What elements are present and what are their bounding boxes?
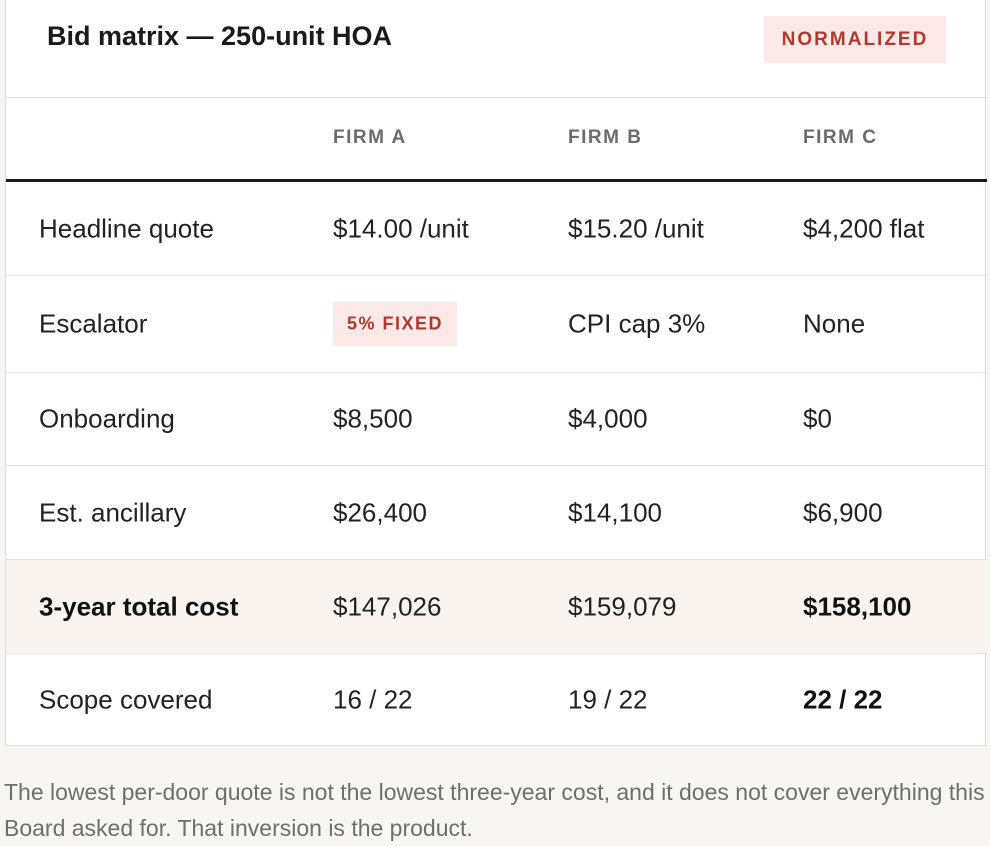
cell-firm-a: $14.00 /unit — [333, 213, 469, 243]
column-header-firm-b: FIRM B — [568, 127, 643, 148]
cell-firm-a: 16 / 22 — [333, 684, 413, 715]
cell-firm-a: $147,026 — [333, 591, 442, 621]
table-row-3-year-total: 3-year total cost $147,026 $159,079 $158… — [6, 560, 987, 654]
cell-firm-b: $159,079 — [568, 591, 677, 621]
bid-matrix-card: Bid matrix — 250-unit HOA NORMALIZED FIR… — [5, 0, 987, 746]
cell-firm-b: $15.20 /unit — [568, 213, 704, 243]
table-row-escalator: Escalator 5% FIXED CPI cap 3% None — [6, 276, 987, 373]
row-label: Headline quote — [39, 213, 214, 243]
cell-firm-b: CPI cap 3% — [568, 308, 706, 339]
cell-firm-a: 5% FIXED — [333, 301, 458, 347]
card-title: Bid matrix — 250-unit HOA — [47, 21, 393, 51]
caption-text: The lowest per-door quote is not the low… — [4, 779, 985, 841]
cell-firm-b: $14,100 — [568, 497, 662, 527]
table-row-onboarding: Onboarding $8,500 $4,000 $0 — [6, 373, 987, 466]
fixed-escalator-tag: 5% FIXED — [333, 301, 458, 347]
cell-firm-c: $0 — [803, 403, 832, 434]
table-row-scope-covered: Scope covered 16 / 22 19 / 22 22 / 22 — [6, 654, 987, 746]
header-divider — [6, 179, 987, 182]
normalized-badge: NORMALIZED — [764, 16, 946, 63]
column-header-firm-c: FIRM C — [803, 127, 878, 148]
row-label: Est. ancillary — [39, 497, 187, 527]
cell-firm-c: $4,200 flat — [803, 213, 925, 243]
row-label: 3-year total cost — [39, 591, 239, 621]
row-label: Scope covered — [39, 684, 213, 715]
card-header: Bid matrix — 250-unit HOA NORMALIZED — [6, 0, 985, 98]
cell-firm-b: 19 / 22 — [568, 684, 648, 715]
row-label: Onboarding — [39, 403, 175, 434]
table-row-est-ancillary: Est. ancillary $26,400 $14,100 $6,900 — [6, 466, 987, 560]
row-label: Escalator — [39, 308, 148, 339]
table-row-headline-quote: Headline quote $14.00 /unit $15.20 /unit… — [6, 182, 987, 276]
cell-firm-c: None — [803, 308, 866, 339]
cell-firm-a: $26,400 — [333, 497, 427, 527]
cell-firm-c: 22 / 22 — [803, 684, 883, 715]
cell-firm-c: $158,100 — [803, 591, 912, 621]
cell-firm-a: $8,500 — [333, 403, 413, 434]
cell-firm-b: $4,000 — [568, 403, 648, 434]
column-header-firm-a: FIRM A — [333, 127, 407, 148]
cell-firm-c: $6,900 — [803, 497, 883, 527]
